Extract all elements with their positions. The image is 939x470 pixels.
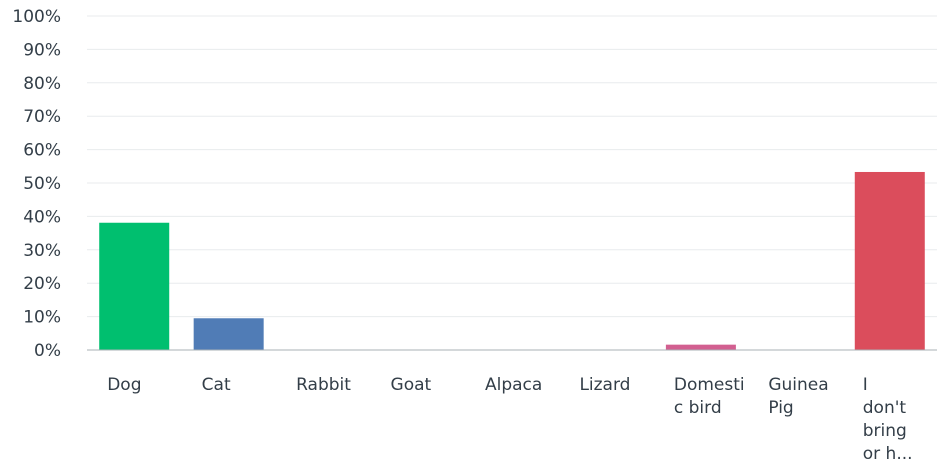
y-tick-label: 30% — [23, 241, 61, 261]
x-tick-label: Cat — [202, 375, 231, 395]
x-tick-label: Domesti c bird — [674, 375, 745, 418]
y-tick-label: 60% — [23, 141, 61, 161]
bar[interactable] — [854, 171, 925, 350]
x-tick-label: Dog — [107, 375, 141, 395]
x-tick-label: Rabbit — [296, 375, 351, 395]
x-tick-label: Lizard — [579, 375, 630, 395]
y-axis-ticks: 0% 10% 20% 30% 40% 50% 60% 70% 80% 90% 100% — [12, 7, 61, 361]
y-tick-label: 70% — [23, 107, 61, 127]
gridlines — [87, 15, 937, 318]
y-tick-label: 100% — [12, 7, 61, 27]
bars — [99, 171, 925, 350]
y-tick-label: 10% — [23, 308, 61, 328]
x-tick-label: Alpaca — [485, 375, 542, 395]
y-tick-label: 20% — [23, 274, 61, 294]
y-tick-label: 90% — [23, 40, 61, 60]
y-tick-label: 0% — [34, 341, 61, 361]
bar[interactable] — [665, 344, 736, 350]
y-tick-label: 80% — [23, 74, 61, 94]
x-tick-label: Guinea Pig — [768, 375, 828, 418]
y-tick-label: 50% — [23, 174, 61, 194]
x-axis-labels: Dog Cat Rabbit Goat Alpaca Lizard Domesti c bir… — [107, 375, 912, 464]
bar[interactable] — [193, 318, 264, 350]
y-tick-label: 40% — [23, 207, 61, 227]
bar[interactable] — [99, 222, 170, 350]
x-tick-label: Goat — [391, 375, 432, 395]
